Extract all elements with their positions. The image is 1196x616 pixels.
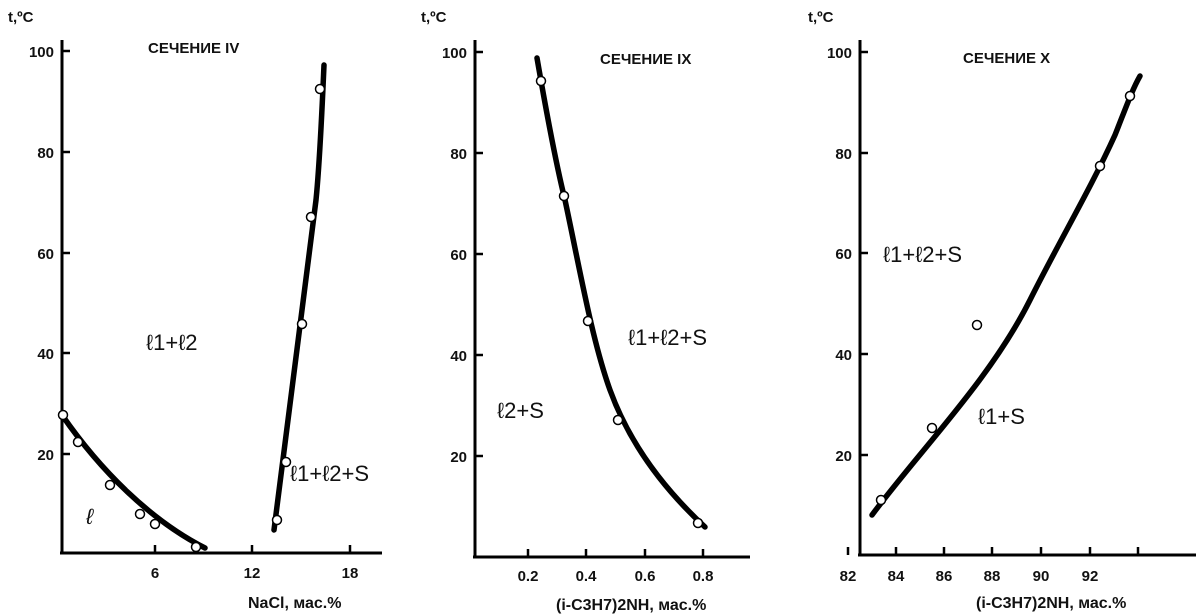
data-point bbox=[134, 508, 146, 520]
y-tick-label: 40 bbox=[450, 348, 467, 365]
y-tick-label: 80 bbox=[37, 145, 54, 162]
y-axis-label: t,ºC bbox=[8, 9, 34, 26]
series-line bbox=[869, 73, 1143, 518]
data-point bbox=[612, 414, 624, 426]
y-axis-label: t,ºC bbox=[808, 9, 834, 26]
x-tick-label: 0.2 bbox=[518, 568, 539, 585]
series-line bbox=[534, 55, 708, 530]
data-point bbox=[57, 409, 69, 421]
y-tick-label: 40 bbox=[835, 347, 852, 364]
data-point bbox=[314, 83, 326, 95]
y-tick-label: 100 bbox=[29, 44, 54, 61]
x-tick-label: 84 bbox=[888, 568, 905, 585]
data-point bbox=[104, 479, 116, 491]
x-tick-label: 90 bbox=[1033, 568, 1050, 585]
x-tick-label: 0.6 bbox=[635, 568, 656, 585]
chart-title: СЕЧЕНИЕ Х bbox=[963, 50, 1050, 67]
y-tick-label: 20 bbox=[835, 448, 852, 465]
data-point bbox=[535, 75, 547, 87]
y-tick-label: 20 bbox=[37, 447, 54, 464]
data-point bbox=[149, 518, 161, 530]
data-point bbox=[190, 541, 202, 553]
chart-panel-x: t,ºC СЕЧЕНИЕ Х 100 80 60 40 20 82 84 86 … bbox=[808, 9, 1196, 612]
data-point bbox=[271, 514, 283, 526]
y-tick-label: 80 bbox=[450, 146, 467, 163]
y-tick-label: 20 bbox=[450, 449, 467, 466]
x-tick-label: 88 bbox=[984, 568, 1001, 585]
region-label: ℓ1+ℓ2+S bbox=[290, 461, 369, 486]
x-tick-label: 18 bbox=[342, 565, 359, 582]
x-tick-label: 0.8 bbox=[693, 568, 714, 585]
data-point bbox=[72, 436, 84, 448]
region-label: ℓ1+S bbox=[978, 404, 1025, 429]
x-tick-label: 12 bbox=[244, 565, 261, 582]
data-point bbox=[558, 190, 570, 202]
y-tick-label: 60 bbox=[37, 246, 54, 263]
data-point bbox=[926, 422, 938, 434]
chart-panel-ix: t,ºC СЕЧЕНИЕ IX 100 80 60 40 20 0.2 0.4 … bbox=[421, 9, 750, 614]
y-tick-label: 80 bbox=[835, 146, 852, 163]
region-label: ℓ1+ℓ2 bbox=[146, 330, 198, 355]
y-axis-label: t,ºC bbox=[421, 9, 447, 26]
region-label: ℓ1+ℓ2+S bbox=[628, 325, 707, 350]
y-tick-label: 100 bbox=[827, 45, 852, 62]
data-point bbox=[280, 456, 292, 468]
data-point bbox=[305, 211, 317, 223]
region-label: ℓ bbox=[85, 504, 94, 529]
data-point bbox=[1124, 90, 1136, 102]
region-label: ℓ2+S bbox=[497, 398, 544, 423]
data-point bbox=[296, 318, 308, 330]
x-tick-label: 86 bbox=[936, 568, 953, 585]
x-axis-label: NaCl, мас.% bbox=[248, 595, 341, 612]
chart-title: СЕЧЕНИЕ IV bbox=[148, 40, 239, 57]
chart-title: СЕЧЕНИЕ IX bbox=[600, 51, 691, 68]
series-line-left bbox=[59, 412, 208, 551]
x-tick-label: 92 bbox=[1082, 568, 1099, 585]
x-tick-label: 82 bbox=[840, 568, 857, 585]
y-tick-label: 100 bbox=[442, 45, 467, 62]
x-axis-label: (i-C3H7)2NH, мас.% bbox=[976, 595, 1126, 612]
y-tick-label: 40 bbox=[37, 346, 54, 363]
y-tick-label: 60 bbox=[835, 246, 852, 263]
region-label: ℓ1+ℓ2+S bbox=[883, 242, 962, 267]
data-point bbox=[582, 315, 594, 327]
data-point bbox=[692, 517, 704, 529]
data-point bbox=[971, 319, 983, 331]
series-line-right bbox=[271, 62, 327, 533]
x-tick-label: 6 bbox=[151, 565, 159, 582]
x-tick-label: 0.4 bbox=[576, 568, 598, 585]
chart-panel-iv: t,ºC СЕЧЕНИЕ IV 100 80 60 40 20 6 12 18 … bbox=[8, 9, 382, 612]
x-axis-label: (i-C3H7)2NH, мас.% bbox=[556, 597, 706, 614]
y-tick-label: 60 bbox=[450, 247, 467, 264]
data-point bbox=[875, 494, 887, 506]
data-point bbox=[1094, 160, 1106, 172]
